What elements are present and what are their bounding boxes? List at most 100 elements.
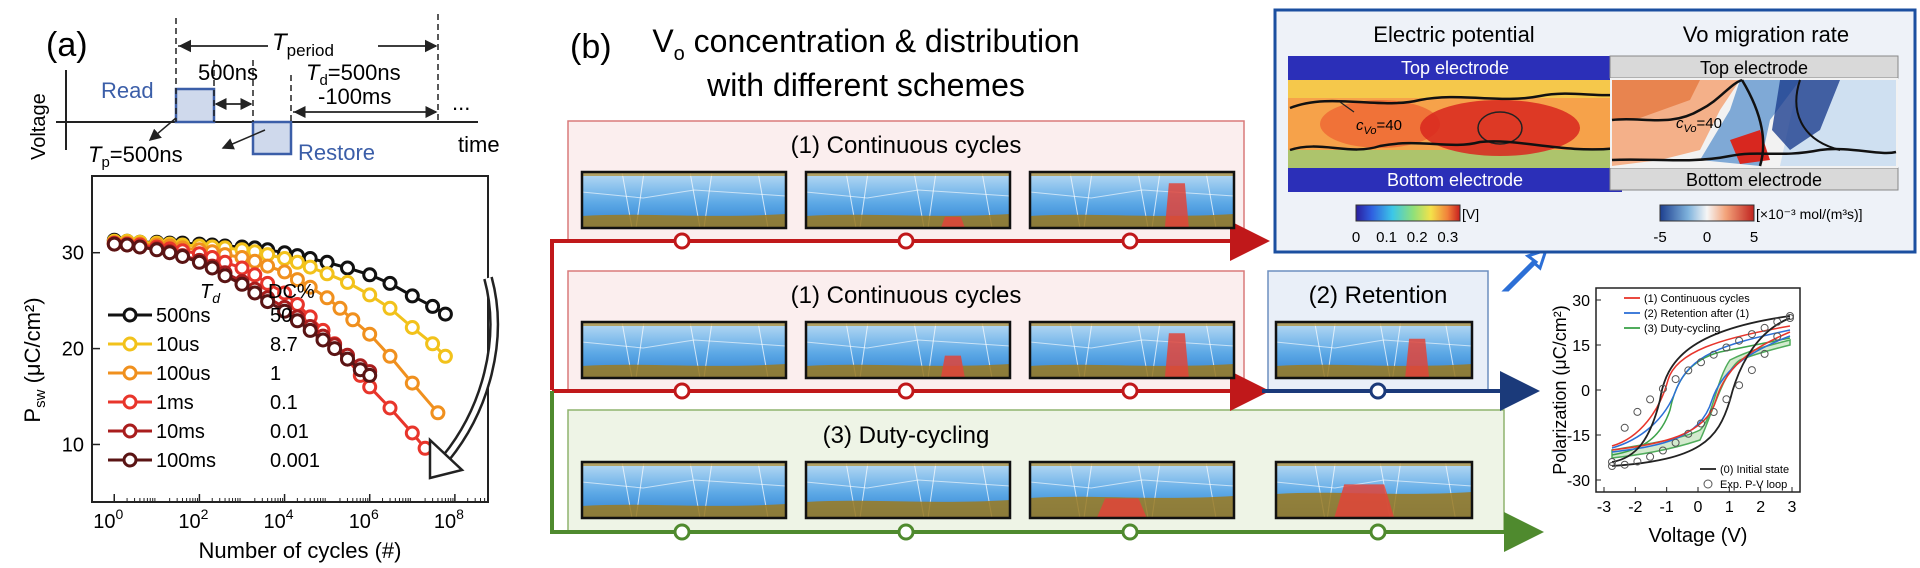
pv-loop-retention <box>1611 329 1791 449</box>
vo-map <box>1609 55 1899 191</box>
timeline-dot <box>1369 382 1387 400</box>
thumb-bottom-layer <box>806 214 1010 228</box>
pv-exp-point <box>1658 446 1667 455</box>
timeline-dots <box>673 232 1387 541</box>
pv-exp-point <box>1608 462 1616 470</box>
thumb-vo-filament <box>1334 484 1395 518</box>
thumb-top-layer <box>806 172 1010 176</box>
thumb-top-layer <box>806 322 1010 326</box>
gap-label: 500ns <box>198 60 258 85</box>
thumb-grain <box>1029 189 1235 199</box>
psw-ticks: 100 102 104 106 108 10 20 30 <box>62 243 489 533</box>
thumb-grain <box>1275 339 1473 349</box>
timeline-dot <box>897 382 915 400</box>
point-100ms <box>277 303 293 319</box>
point-100ms <box>340 351 355 367</box>
bottom-electrode-label-2: Bottom electrode <box>1686 170 1822 190</box>
thumb-bottom-layer <box>806 500 1010 518</box>
pv-x-label: Voltage (V) <box>1649 525 1748 547</box>
thumb-frame <box>1028 460 1236 520</box>
y-tick-label: 10 <box>62 434 84 456</box>
pv-loop-retention-lower <box>1611 335 1791 453</box>
simulation-thumbnail <box>1028 170 1236 230</box>
x-tick-label: 100 <box>93 506 123 533</box>
thumb-vo-filament <box>1405 338 1430 378</box>
point-100us <box>382 348 398 364</box>
point-100us <box>277 264 293 280</box>
point-10us <box>289 254 305 270</box>
thumb-grain <box>581 479 787 489</box>
timeline-dot <box>1121 232 1139 250</box>
ep-colorbar-tick: 0.2 <box>1407 229 1428 246</box>
legend-marker-1ms <box>122 394 138 410</box>
point-10us <box>319 266 335 282</box>
thumb-vo-filament <box>1096 498 1147 518</box>
pv-exp-point <box>1658 384 1667 393</box>
ep-title: Electric potential <box>1373 22 1534 47</box>
legend-dc-1ms: 0.1 <box>270 392 298 414</box>
point-1ms <box>234 260 250 276</box>
legend-label-10ms: 10ms <box>156 421 205 443</box>
vo-title: Vo migration rate <box>1683 22 1849 47</box>
point-100ms <box>204 260 220 276</box>
legend-header-td: Td <box>200 281 221 306</box>
thumb-top-layer <box>1276 322 1472 326</box>
ep-colorbar-tick: 0.1 <box>1376 229 1397 246</box>
pv-loop-continuous-lower <box>1611 331 1791 451</box>
thumb-vo-filament <box>940 216 965 228</box>
psw-y-label: Psw (μC/cm²) <box>20 297 49 422</box>
timeline-dot <box>1369 523 1387 541</box>
timeline-dot <box>673 382 691 400</box>
series-line-100us <box>114 241 440 414</box>
pv-exp-point <box>1633 407 1642 416</box>
thumb-frame <box>580 320 788 380</box>
point-100ms <box>162 245 178 261</box>
pv-exp-point <box>1735 381 1744 390</box>
vo-colorbar-ticks: -5 0 5 <box>1653 229 1758 246</box>
x-tick-label: 106 <box>349 506 379 533</box>
panel-b-title-1: Vo concentration & distribution <box>652 23 1079 65</box>
simulation-thumbnail <box>580 170 788 230</box>
legend-dc-100ms: 0.001 <box>270 450 320 472</box>
pv-y-tick-label: 15 <box>1572 338 1590 355</box>
vo-colorbar-tick: 5 <box>1750 229 1758 246</box>
thumb-frame <box>1274 320 1474 380</box>
point-100ms <box>119 237 135 253</box>
thumb-bottom-layer <box>1030 364 1234 378</box>
point-100ms <box>315 332 331 348</box>
thumb-vo-filament <box>1164 183 1189 228</box>
row2-label: (1) Continuous cycles <box>791 282 1022 309</box>
simulation-thumbnail <box>804 460 1012 520</box>
thumb-vo-filament <box>940 355 965 378</box>
timeline-dot <box>673 232 691 250</box>
td-label: Td=500ns <box>306 60 401 89</box>
top-electrode-label-2: Top electrode <box>1700 58 1808 78</box>
simulation-thumbnail <box>804 170 1012 230</box>
pv-legend-exp: Exp. P-V loop <box>1720 479 1787 491</box>
panel-b: (b) Vo concentration & distribution with… <box>550 8 1917 552</box>
timeline-dot <box>897 523 915 541</box>
point-100ms <box>362 367 378 383</box>
pv-exp-point <box>1709 350 1718 359</box>
thumb-top-layer <box>582 172 786 176</box>
pv-legend-label: (2) Retention after (1) <box>1644 308 1749 320</box>
legend-marker-100us <box>122 365 138 381</box>
point-100ms <box>191 254 207 270</box>
continuation-dots: ... <box>452 90 470 115</box>
pv-curves <box>1611 315 1791 467</box>
read-pulse <box>174 87 216 124</box>
pv-exp-point <box>1697 419 1705 428</box>
legend-marker-100ms <box>122 452 138 468</box>
legend-label-500ns: 500ns <box>156 305 211 327</box>
legend-dc-100us: 1 <box>270 363 281 385</box>
thumb-frame <box>1028 320 1236 380</box>
top-electrode-label-1: Top electrode <box>1401 58 1509 78</box>
thumb-frame <box>580 460 788 520</box>
point-100ms <box>106 236 122 252</box>
point-10us <box>340 274 355 290</box>
ep-colorbar-unit: [V] <box>1462 206 1479 222</box>
timeline-dot <box>897 232 915 250</box>
point-500ns <box>362 267 378 283</box>
point-100us <box>430 405 446 421</box>
